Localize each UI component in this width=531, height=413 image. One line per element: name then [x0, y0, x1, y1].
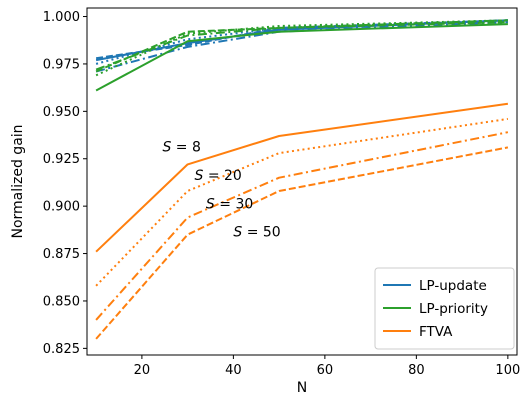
y-tick-label: 0.850: [43, 294, 80, 309]
series-line-lp-priority-s50: [95, 21, 508, 73]
annotation-label: S = 20: [195, 168, 242, 184]
y-ticks: 0.825 0.850 0.875 0.900 0.925 0.950 0.975 1.000: [43, 10, 87, 357]
y-tick-label: 0.975: [43, 57, 80, 72]
y-tick-label: 0.825: [43, 342, 80, 357]
legend-label: LP-priority: [419, 301, 488, 317]
series-line-ftva-s20: [95, 117, 509, 287]
series-line-ftva-s8: [95, 102, 509, 253]
series-line-ftva-s30: [95, 131, 509, 321]
annotation-label: S = 50: [233, 225, 280, 241]
x-tick-label: 20: [134, 363, 151, 378]
x-tick-label: 100: [495, 363, 520, 378]
y-tick-label: 0.950: [43, 105, 80, 120]
annotation-label: S = 8: [162, 139, 200, 155]
y-axis-label: Normalized gain: [10, 124, 26, 238]
y-tick-label: 0.875: [43, 247, 80, 262]
legend: LP-update LP-priority FTVA: [374, 267, 515, 350]
annotation-label: S = 30: [206, 196, 253, 212]
y-tick-label: 0.925: [43, 152, 80, 167]
series-line-lp-priority-s8: [95, 23, 508, 92]
x-tick-label: 40: [225, 363, 242, 378]
legend-box: [374, 267, 515, 350]
x-ticks: 20 40 60 80 100: [134, 355, 520, 378]
y-tick-label: 1.000: [43, 10, 80, 25]
annotation-layer: S = 8 S = 20 S = 30 S = 50: [162, 139, 280, 240]
axes-frame: [86, 7, 518, 356]
x-tick-label: 80: [408, 363, 425, 378]
y-tick-label: 0.900: [43, 200, 80, 215]
legend-label: FTVA: [419, 324, 453, 340]
series-layer: [95, 19, 509, 340]
x-axis-label: N: [297, 380, 307, 396]
legend-label: LP-update: [419, 278, 487, 294]
series-line-lp-priority-s30: [95, 19, 508, 71]
x-tick-label: 60: [317, 363, 334, 378]
series-line-ftva-s50: [95, 146, 509, 340]
